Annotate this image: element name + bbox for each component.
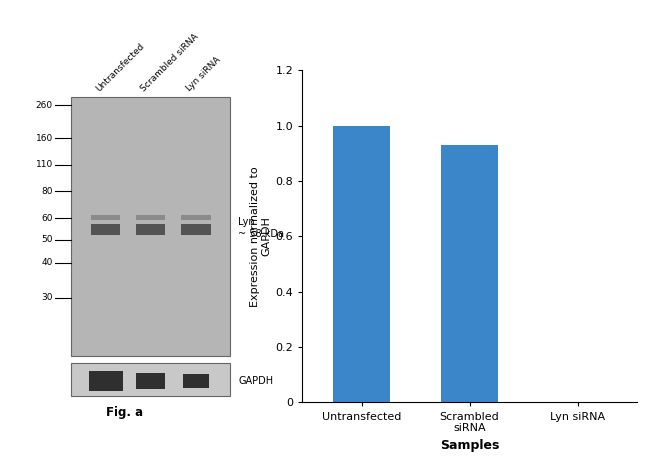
Bar	[88, 371, 123, 390]
Bar	[72, 363, 230, 396]
Y-axis label: Expression normalized to
GAPDH: Expression normalized to GAPDH	[250, 166, 271, 307]
Text: 260: 260	[36, 101, 53, 110]
Text: 30: 30	[41, 293, 53, 302]
Text: Untransfected: Untransfected	[94, 42, 146, 94]
X-axis label: Samples: Samples	[440, 439, 499, 452]
Text: 60: 60	[41, 213, 53, 223]
Text: 40: 40	[42, 258, 53, 267]
Text: Scrambled siRNA: Scrambled siRNA	[139, 32, 201, 94]
Text: 110: 110	[36, 161, 53, 169]
Bar	[441, 145, 498, 402]
Text: Fig. a: Fig. a	[106, 406, 143, 419]
Bar	[91, 215, 120, 220]
Bar	[183, 373, 209, 388]
Bar	[181, 215, 211, 220]
Text: Lyn
~ 58 kDa: Lyn ~ 58 kDa	[239, 217, 284, 239]
Bar	[136, 224, 166, 235]
Text: 80: 80	[41, 187, 53, 196]
Bar	[136, 373, 166, 389]
Bar	[136, 215, 166, 220]
Bar	[72, 97, 230, 356]
Bar	[91, 224, 120, 235]
Text: GAPDH: GAPDH	[239, 376, 274, 386]
Text: Lyn siRNA: Lyn siRNA	[184, 56, 222, 94]
Bar	[333, 125, 389, 402]
Text: 50: 50	[41, 235, 53, 244]
Bar	[181, 224, 211, 235]
Text: 160: 160	[36, 134, 53, 143]
